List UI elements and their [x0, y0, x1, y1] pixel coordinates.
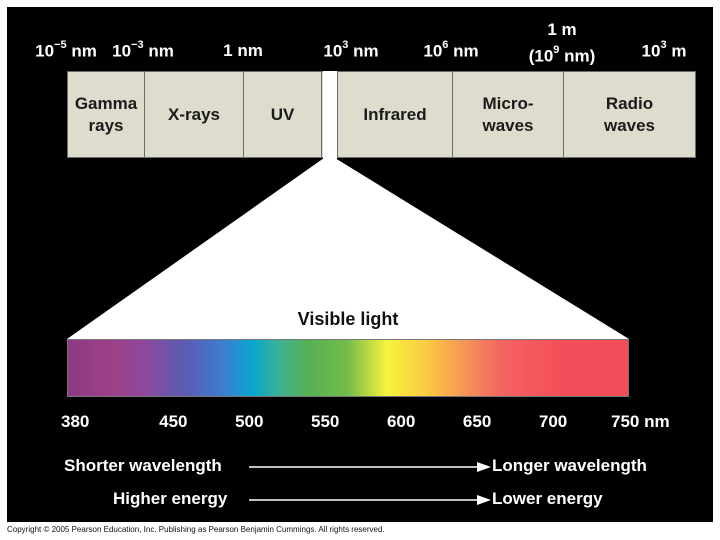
diagram-panel: 10−5 nm 10−3 nm 1 nm 103 nm 106 nm 1 m (…: [7, 7, 713, 522]
tick-550: 550: [311, 412, 340, 431]
scale-label-1e-3nm: 10−3 nm: [112, 39, 174, 61]
scale-label-1e6nm: 106 nm: [423, 39, 479, 61]
tick-750: 750 nm: [611, 412, 670, 431]
tick-380: 380: [61, 412, 90, 431]
tick-700: 700: [538, 412, 568, 431]
band-radio-waves: Radio waves: [603, 93, 656, 135]
shorter-wavelength-label: Shorter wavelength: [64, 456, 222, 475]
visible-expansion-triangle: [67, 158, 629, 339]
longer-wavelength-label: Longer wavelength: [492, 456, 647, 475]
tick-650: 650: [462, 412, 492, 431]
visible-slot: [323, 71, 337, 160]
tick-600: 600: [386, 412, 416, 431]
band-x-rays: X-rays: [145, 72, 244, 157]
scale-label-1e3nm: 103 nm: [323, 39, 379, 61]
scale-label-1nm: 1 nm: [223, 41, 263, 60]
visible-spectrum-bar: [67, 339, 629, 397]
scale-label-1m: 1 m (109 nm): [528, 20, 596, 66]
tick-500: 500: [235, 412, 264, 431]
band-uv: UV: [244, 72, 322, 157]
wavelength-arrow: [249, 462, 491, 472]
scale-label-1e3m: 103 m: [641, 39, 687, 61]
lower-energy-label: Lower energy: [492, 489, 603, 508]
copyright-notice: Copyright © 2005 Pearson Education, Inc.…: [7, 525, 385, 534]
band-infrared: Infrared: [337, 72, 453, 157]
em-spectrum-bar: Gamma rays X-rays UV Infrared Micro-waves…: [67, 71, 696, 160]
energy-arrow: [249, 495, 491, 505]
higher-energy-label: Higher energy: [113, 489, 228, 508]
band-gamma-rays: Gamma rays: [68, 72, 145, 157]
visible-light-title: Visible light: [297, 309, 399, 329]
scale-label-1e-5nm: 10−5 nm: [35, 39, 97, 61]
tick-450: 450: [159, 412, 188, 431]
band-microwaves: Micro-waves: [453, 72, 564, 157]
